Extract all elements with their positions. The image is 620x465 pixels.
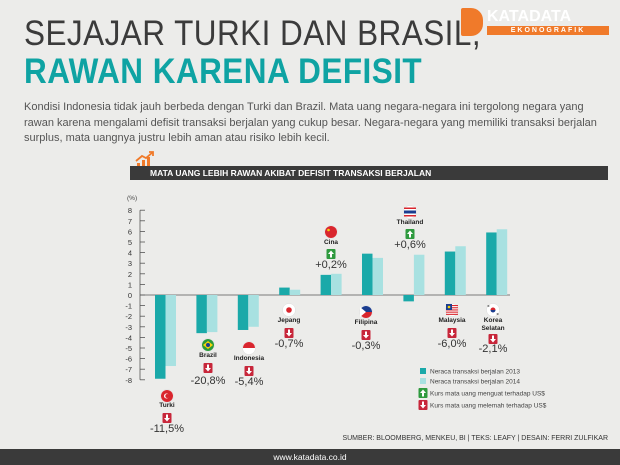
currency-arrow-icon: [361, 330, 371, 340]
flag-cina-icon: [324, 225, 338, 239]
bar-2014: [248, 295, 259, 327]
chart-banner: MATA UANG LEBIH RAWAN AKIBAT DEFISIT TRA…: [130, 166, 608, 180]
y-tick-label: -6: [125, 355, 132, 364]
y-tick-label: 7: [128, 217, 132, 226]
currency-arrow-icon: [244, 366, 254, 376]
currency-change-label: -11,5%: [150, 423, 184, 435]
country-label: Filipina: [355, 319, 378, 326]
currency-change-label: +0,2%: [315, 259, 347, 271]
y-tick-label: 5: [128, 238, 132, 247]
flag-indonesia-icon: [242, 341, 256, 355]
y-tick-label: -4: [125, 333, 132, 342]
country-label: Thailand: [397, 219, 424, 226]
currency-arrow-icon: [203, 363, 213, 373]
currency-arrow-icon: [447, 328, 457, 338]
legend-label-up: Kurs mata uang menguat terhadap US$: [430, 391, 545, 398]
bar-2014: [165, 295, 176, 367]
currency-change-label: -6,0%: [438, 338, 467, 350]
legend-swatch-2013: [420, 368, 426, 374]
country-label: Brazil: [199, 352, 217, 359]
flag-korea-selatan-icon: [486, 303, 500, 317]
bar-2014: [331, 273, 342, 295]
footer-url: www.katadata.co.id: [0, 449, 620, 465]
flag-thailand-icon: [403, 205, 417, 219]
bar-2013: [320, 274, 332, 295]
currency-change-label: -2,1%: [479, 343, 508, 355]
currency-arrow-icon: [488, 334, 498, 344]
logo-mark-icon: [461, 8, 483, 36]
legend-label-down: Kurs mata uang melemah terhadap US$: [430, 403, 547, 410]
flag-jepang-icon: [282, 303, 296, 317]
country-label: Turki: [159, 402, 175, 409]
y-tick-label: 0: [128, 291, 132, 300]
country-label: Korea: [484, 317, 503, 324]
legend-label-2013: Neraca transaksi berjalan 2013: [430, 369, 520, 376]
bar-2013: [237, 295, 249, 330]
bar-2013: [155, 295, 166, 379]
y-tick-label: 2: [128, 270, 132, 279]
bar-2013: [362, 253, 373, 295]
y-tick-label: -1: [125, 302, 132, 311]
logo-name: KATADATA: [487, 8, 572, 25]
y-tick-label: 8: [128, 206, 132, 215]
country-label: Indonesia: [234, 355, 265, 362]
currency-change-label: -0,3%: [352, 340, 381, 352]
title-line2: RAWAN KARENA DEFISIT: [24, 52, 423, 91]
y-tick-label: -5: [125, 344, 132, 353]
y-tick-label: -8: [125, 376, 132, 385]
flag-turki-icon: [160, 389, 174, 403]
y-tick-label: -2: [125, 312, 132, 321]
legend-swatch-2014: [420, 378, 426, 384]
country-label: Cina: [324, 239, 338, 246]
source-credit: SUMBER: BLOOMBERG, MENKEU, BI | TEKS: LE…: [342, 435, 608, 442]
currency-arrow-icon: [162, 413, 172, 423]
currency-change-label: -20,8%: [191, 375, 226, 387]
bar-2013: [196, 295, 207, 334]
y-tick-label: -7: [125, 365, 132, 374]
currency-change-label: -5,4%: [235, 376, 264, 388]
currency-arrow-icon: [326, 249, 336, 259]
country-label: Selatan: [481, 325, 504, 332]
legend-label-2014: Neraca transaksi berjalan 2014: [430, 379, 520, 386]
flag-brazil-icon: [201, 338, 215, 352]
flag-malaysia-icon: [445, 303, 459, 317]
y-tick-label: -3: [125, 323, 132, 332]
bar-2014: [289, 289, 301, 295]
title-line1: SEJAJAR TURKI DAN BRASIL,: [24, 14, 482, 53]
bar-2013: [403, 295, 414, 302]
logo-sub: EKONOGRAFIK: [487, 26, 609, 35]
legend-up-arrow-icon: [418, 388, 428, 398]
currency-arrow-icon: [405, 229, 415, 239]
currency-change-label: +0,6%: [394, 239, 426, 251]
bar-2013: [444, 251, 456, 295]
intro-text: Kondisi Indonesia tidak jauh berbeda den…: [24, 101, 597, 144]
bar-2013: [279, 287, 290, 295]
bar-2014: [496, 229, 508, 295]
currency-arrow-icon: [284, 328, 294, 338]
katadata-logo: KATADATA EKONOGRAFIK: [461, 8, 609, 36]
flag-filipina-icon: [359, 305, 373, 319]
bar-2014: [206, 295, 218, 333]
bar-2013: [486, 232, 497, 295]
country-label: Malaysia: [438, 317, 465, 324]
y-axis-label: (%): [127, 195, 137, 202]
y-tick-label: 1: [128, 280, 132, 289]
y-tick-label: 6: [128, 227, 132, 236]
y-tick-label: 3: [128, 259, 132, 268]
bar-2014: [372, 257, 383, 295]
y-tick-label: 4: [128, 249, 132, 258]
bar-2014: [413, 254, 425, 295]
currency-change-label: -0,7%: [275, 338, 304, 350]
country-label: Jepang: [278, 317, 301, 324]
legend-down-arrow-icon: [418, 400, 428, 410]
bar-2014: [455, 246, 466, 295]
